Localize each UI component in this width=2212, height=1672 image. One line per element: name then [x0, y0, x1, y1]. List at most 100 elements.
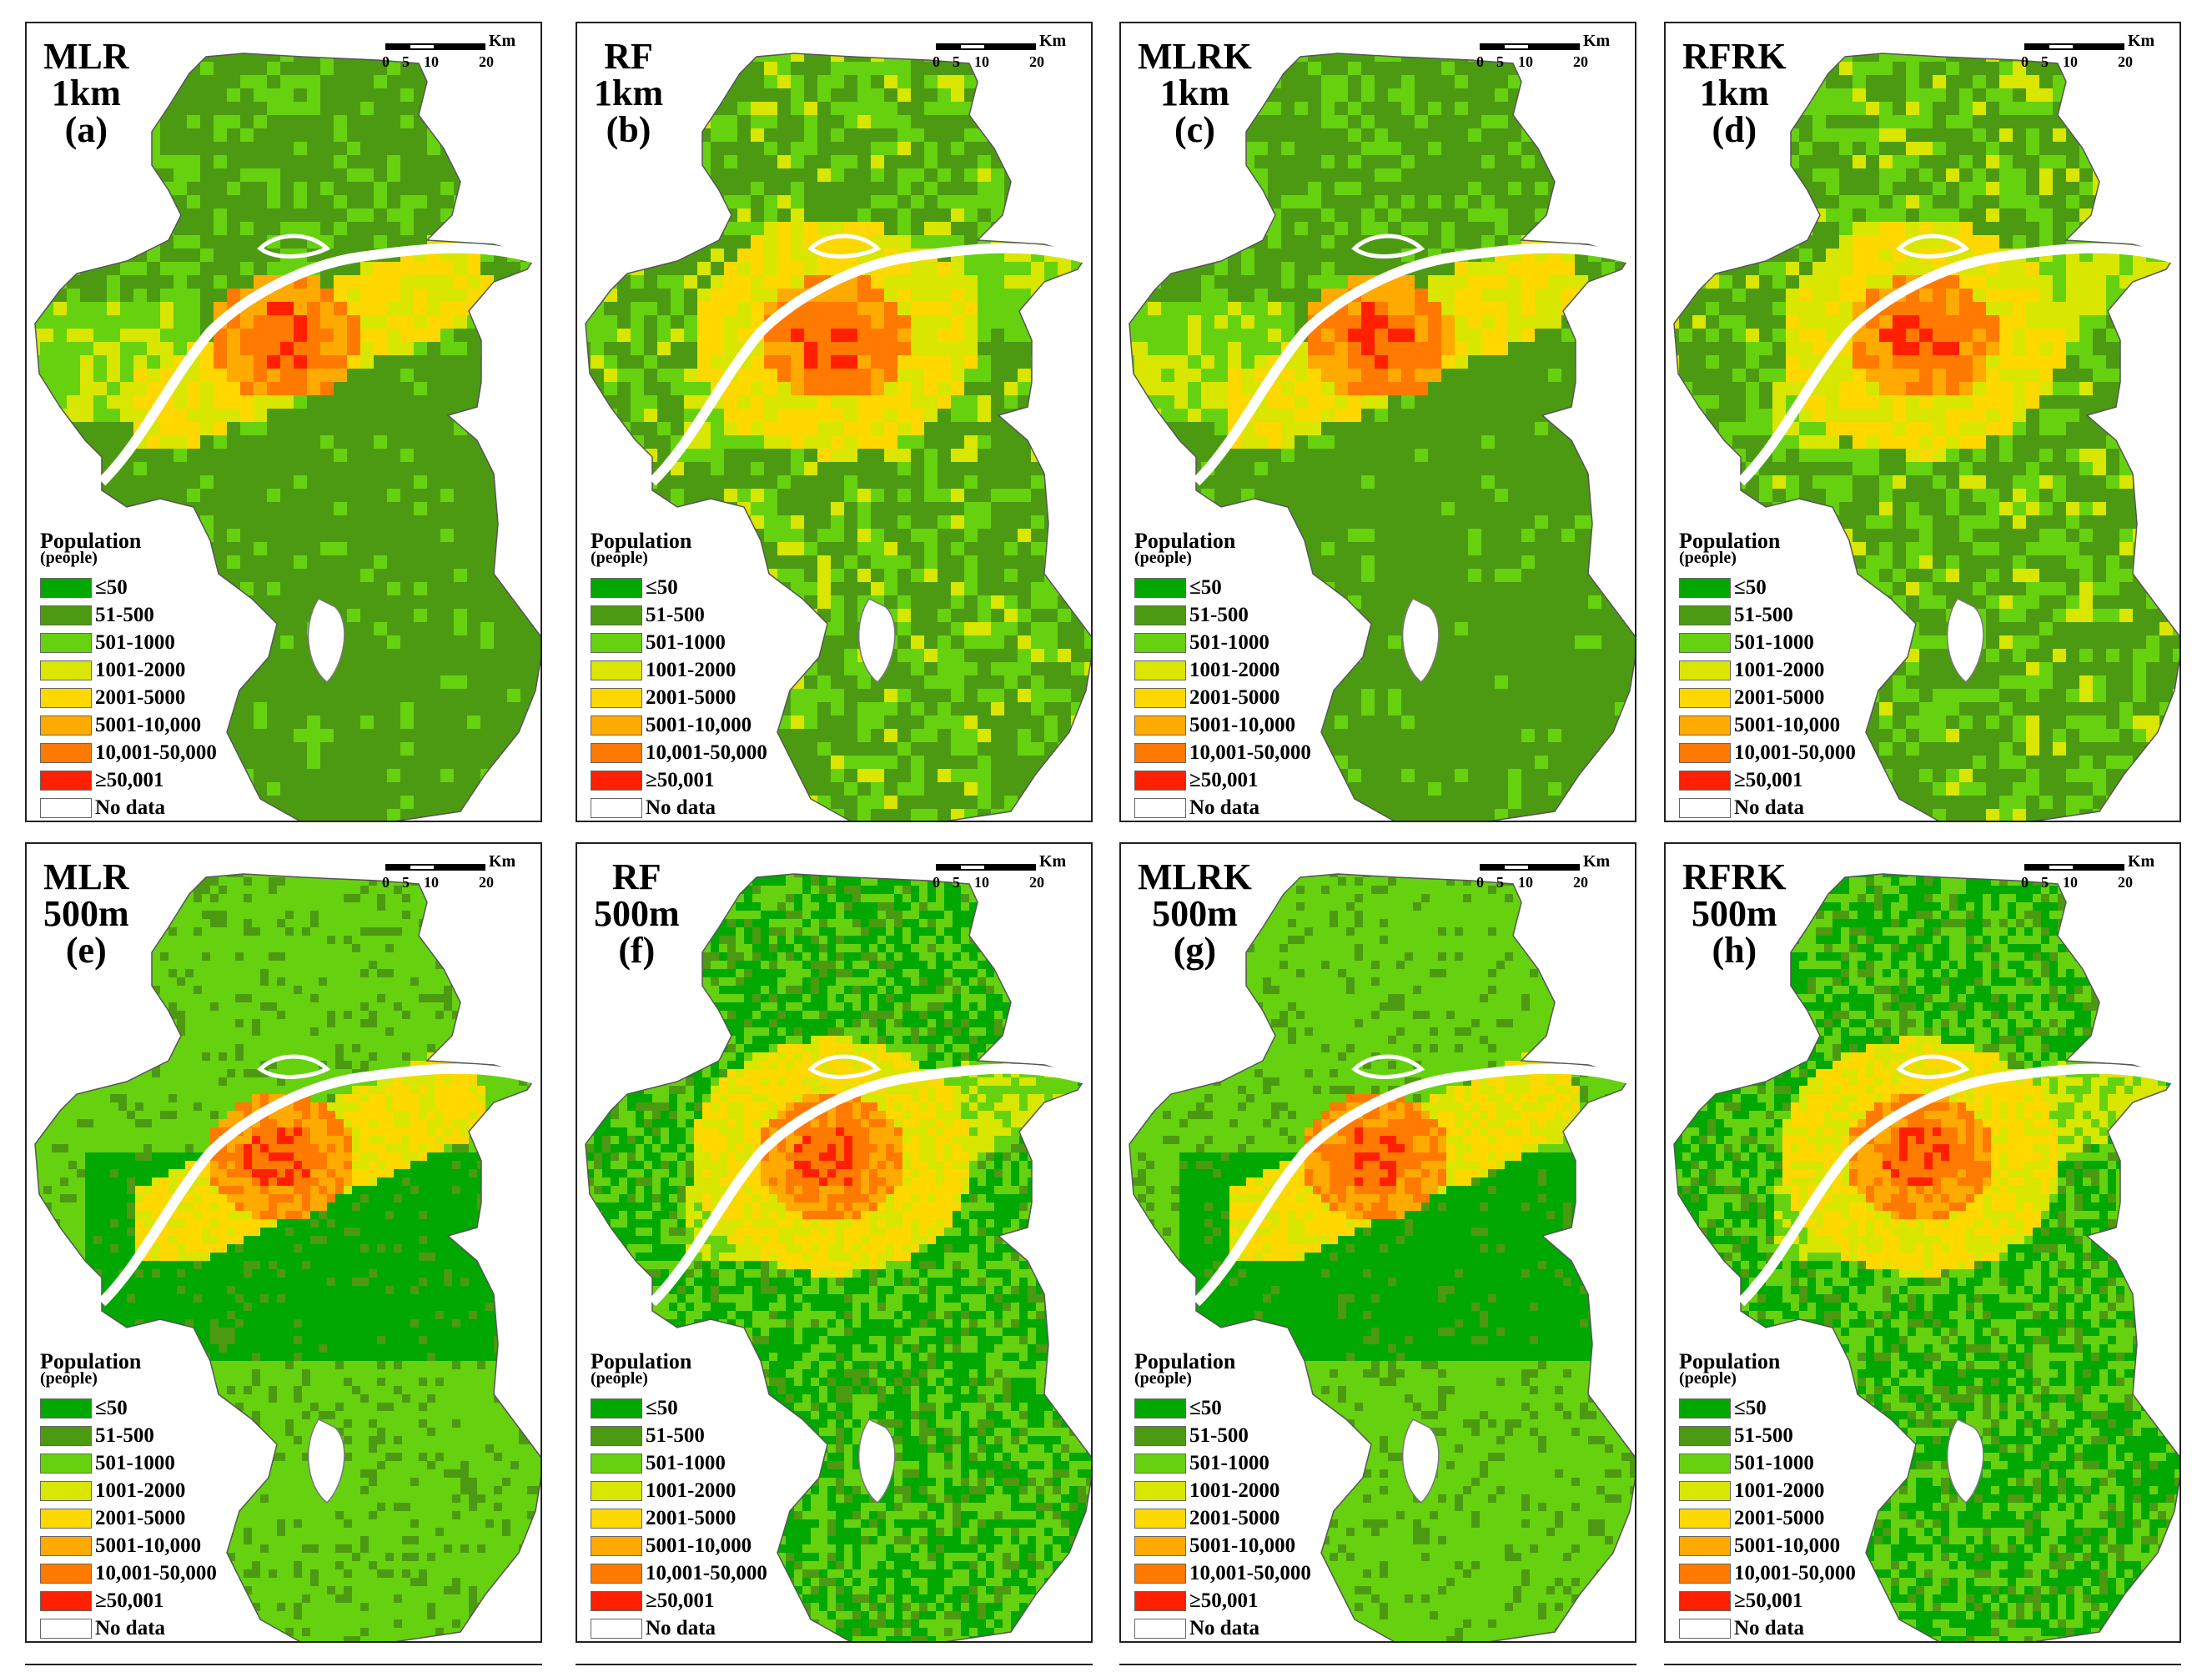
legend-title: Population	[591, 1353, 807, 1371]
legend-swatch	[40, 1398, 92, 1418]
resolution-label: 1km	[1682, 75, 1787, 112]
legend-swatch	[591, 1454, 642, 1474]
legend-swatch	[1679, 633, 1731, 653]
method-label: RFRK	[1682, 859, 1787, 896]
legend-item: ≤50	[40, 574, 257, 601]
scale-unit: Km	[489, 852, 515, 871]
legend-item: 1001-2000	[1679, 656, 1896, 684]
legend-swatch	[591, 715, 642, 736]
legend-swatch	[40, 1591, 92, 1611]
legend-item: 501-1000	[40, 1449, 257, 1477]
legend-swatch	[591, 771, 642, 791]
scale-unit: Km	[1583, 32, 1610, 51]
scale-tick: 0	[382, 874, 390, 891]
resolution-label: 1km	[43, 75, 129, 112]
legend-item: 5001-10,000	[591, 1532, 807, 1559]
scale-tick: 5	[402, 53, 410, 71]
legend-item: No data	[591, 794, 807, 821]
legend-swatch	[40, 688, 92, 708]
legend-item: ≤50	[40, 1394, 257, 1422]
scale-tick: 5	[2041, 874, 2049, 891]
next-row-panel-edge	[1119, 1664, 1636, 1672]
resolution-label: 500m	[1138, 896, 1252, 932]
scale-tick: 10	[1518, 874, 1533, 891]
scale-tick: 0	[933, 53, 940, 71]
legend-item: ≤50	[591, 574, 807, 601]
legend-swatch	[1134, 1398, 1186, 1418]
legend-label: 501-1000	[646, 1452, 726, 1475]
legend-swatch	[1134, 578, 1186, 598]
legend-swatch	[1679, 1426, 1731, 1446]
legend-item: 5001-10,000	[40, 1532, 257, 1559]
legend-swatch	[40, 743, 92, 763]
legend-swatch	[591, 743, 642, 763]
legend-label: 2001-5000	[1734, 686, 1824, 710]
legend-label: 2001-5000	[646, 686, 736, 710]
scale-tick: 20	[1029, 53, 1044, 71]
legend-item: 51-500	[591, 1422, 807, 1449]
legend-label: 10,001-50,000	[646, 1562, 767, 1585]
legend-item: No data	[40, 1614, 257, 1642]
legend-subtitle: (people)	[591, 1371, 807, 1386]
legend-title: Population	[40, 532, 257, 550]
scale-tick: 0	[933, 874, 940, 891]
legend-label: No data	[1189, 1617, 1259, 1640]
legend-swatch	[1679, 1481, 1731, 1501]
legend-item: 1001-2000	[591, 656, 807, 684]
method-label: RF	[594, 38, 663, 75]
legend-item: 10,001-50,000	[591, 739, 807, 766]
legend-swatch	[40, 1454, 92, 1474]
legend-label: 1001-2000	[646, 659, 736, 682]
scale-unit: Km	[2128, 852, 2154, 871]
legend-item: ≥50,001	[1679, 1587, 1896, 1614]
legend-swatch	[591, 1509, 642, 1529]
legend-item: 10,001-50,000	[40, 1559, 257, 1587]
legend-swatch	[40, 1619, 92, 1639]
legend-swatch	[591, 633, 642, 653]
legend-label: 501-1000	[1734, 1452, 1814, 1475]
next-row-panel-edge	[25, 1664, 542, 1672]
legend-label: 5001-10,000	[1734, 714, 1840, 737]
resolution-label: 1km	[594, 75, 663, 112]
panel-letter: (f)	[594, 932, 680, 969]
resolution-label: 500m	[43, 896, 129, 932]
legend-swatch	[1679, 1591, 1731, 1611]
legend-item: 10,001-50,000	[1134, 1559, 1351, 1587]
legend-swatch	[1679, 715, 1731, 736]
legend-swatch	[1679, 771, 1731, 791]
legend-item: 501-1000	[591, 1449, 807, 1477]
legend-item: 501-1000	[1134, 629, 1351, 656]
legend-item: 5001-10,000	[1679, 1532, 1896, 1559]
legend-swatch	[40, 1536, 92, 1556]
legend-swatch	[1679, 1509, 1731, 1529]
legend-label: 10,001-50,000	[95, 1562, 217, 1585]
legend-swatch	[1679, 743, 1731, 763]
legend-item: 51-500	[1134, 1422, 1351, 1449]
legend-label: ≥50,001	[1734, 769, 1802, 792]
legend-item: 1001-2000	[1134, 656, 1351, 684]
legend-item: 5001-10,000	[1134, 1532, 1351, 1559]
legend-item: 501-1000	[1679, 1449, 1896, 1477]
legend-subtitle: (people)	[1679, 550, 1896, 565]
panel-letter: (c)	[1138, 112, 1252, 148]
legend-subtitle: (people)	[1679, 1371, 1896, 1386]
legend-swatch	[1679, 1454, 1731, 1474]
legend-label: 501-1000	[95, 1452, 175, 1475]
legend-item: ≥50,001	[591, 766, 807, 794]
legend-swatch	[1679, 660, 1731, 680]
legend-item: 51-500	[591, 601, 807, 629]
legend-label: 51-500	[646, 1424, 705, 1448]
legend-label: No data	[1734, 1617, 1804, 1640]
legend-label: ≥50,001	[95, 1589, 163, 1613]
legend-title: Population	[1134, 1353, 1351, 1371]
